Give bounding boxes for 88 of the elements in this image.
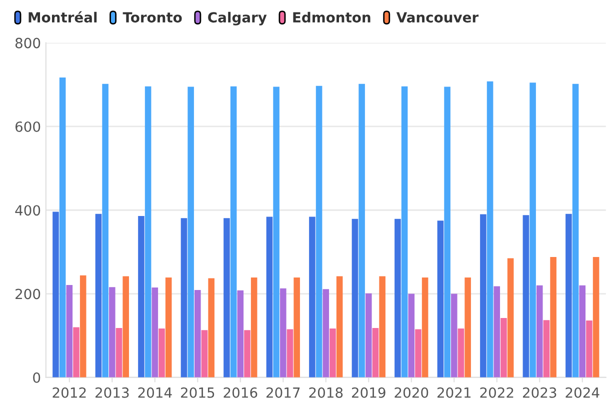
bar xyxy=(379,276,386,378)
bar xyxy=(116,328,122,378)
y-tick-label: 0 xyxy=(33,372,40,383)
bar xyxy=(102,84,108,378)
bar xyxy=(316,86,322,378)
bar xyxy=(201,330,208,378)
x-tick-label: 2019 xyxy=(352,387,386,398)
bar xyxy=(250,277,258,378)
x-tick-label: 2020 xyxy=(394,387,428,398)
y-tick-label: 200 xyxy=(16,288,40,300)
y-tick-label: 800 xyxy=(15,38,40,48)
x-tick-label: 2021 xyxy=(437,387,471,398)
bar xyxy=(486,81,494,378)
x-tick-label: 2013 xyxy=(96,387,129,398)
bar xyxy=(266,216,273,378)
x-tick-label: 2017 xyxy=(266,387,300,398)
bar xyxy=(244,330,250,378)
bar xyxy=(152,287,158,378)
x-tick-label: 2015 xyxy=(180,387,214,398)
bar xyxy=(138,216,144,378)
bar xyxy=(309,216,316,378)
bar xyxy=(372,328,379,378)
bar xyxy=(188,86,194,378)
x-tick-label: 2014 xyxy=(138,387,172,398)
bar xyxy=(522,215,530,378)
bar xyxy=(165,277,172,378)
bar xyxy=(444,86,450,378)
bar xyxy=(480,214,486,378)
bar xyxy=(59,78,66,378)
legend-label: Vancouver xyxy=(396,12,479,23)
bar xyxy=(365,293,372,378)
bar xyxy=(109,287,116,378)
bar xyxy=(230,86,237,378)
bar xyxy=(530,82,536,378)
bar xyxy=(550,256,556,378)
bar xyxy=(73,327,80,378)
bar xyxy=(194,290,201,378)
bar xyxy=(294,277,300,378)
bar xyxy=(352,218,358,378)
bar xyxy=(592,256,600,378)
bar xyxy=(358,84,365,378)
bar xyxy=(394,218,401,378)
y-tick-label: 600 xyxy=(16,121,40,132)
bar xyxy=(286,329,294,378)
bar xyxy=(322,289,330,378)
x-tick-label: 2018 xyxy=(309,387,343,398)
bar xyxy=(330,328,336,378)
bar xyxy=(224,218,230,378)
bar xyxy=(144,86,152,378)
legend-label: Montréal xyxy=(28,11,97,23)
bar xyxy=(280,288,286,378)
bar xyxy=(450,294,458,378)
bar xyxy=(122,276,129,378)
legend-label: Toronto xyxy=(122,12,182,23)
x-tick-label: 2012 xyxy=(52,387,86,398)
x-tick-label: 2016 xyxy=(224,387,258,398)
bar xyxy=(464,277,471,378)
legend-label: Edmonton xyxy=(293,12,370,23)
bar xyxy=(507,258,514,378)
bar xyxy=(458,328,464,378)
bar xyxy=(422,277,428,378)
bar xyxy=(536,285,543,378)
bar xyxy=(415,329,422,378)
bar xyxy=(543,320,550,378)
bar xyxy=(566,214,572,378)
legend-label: Calgary xyxy=(208,12,267,26)
x-tick-label: 2024 xyxy=(566,387,600,398)
bar xyxy=(336,276,343,378)
bar xyxy=(208,278,214,378)
bar xyxy=(80,275,86,378)
bar xyxy=(579,285,586,378)
x-tick-label: 2022 xyxy=(480,387,514,398)
bar xyxy=(494,286,500,378)
bar xyxy=(95,214,102,378)
y-tick-label: 400 xyxy=(15,205,40,216)
bar xyxy=(408,294,415,378)
bar xyxy=(273,86,280,378)
bar xyxy=(437,220,444,378)
bar xyxy=(572,84,579,378)
bar xyxy=(158,328,165,378)
x-tick-label: 2023 xyxy=(522,387,556,398)
bar xyxy=(66,284,73,378)
bar xyxy=(180,218,188,378)
bar xyxy=(237,290,244,378)
bar xyxy=(586,320,592,378)
bar xyxy=(500,318,507,378)
bar xyxy=(52,212,59,378)
bar xyxy=(401,86,408,378)
